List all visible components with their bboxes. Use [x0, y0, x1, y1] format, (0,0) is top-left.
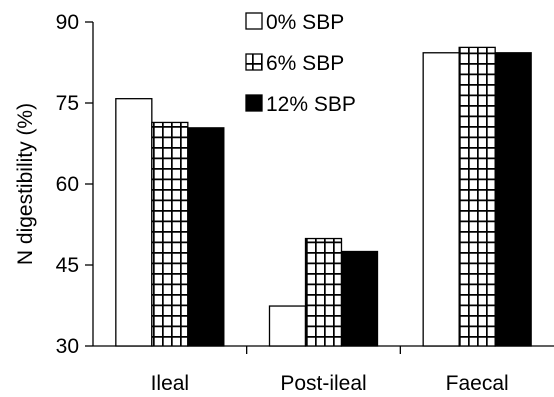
y-tick-label: 60	[56, 173, 79, 196]
legend-swatch	[245, 94, 263, 112]
y-tick-label: 75	[56, 92, 79, 115]
legend-label: 0% SBP	[266, 11, 344, 34]
legend-label: 12% SBP	[266, 93, 356, 116]
bar	[340, 250, 379, 347]
legend-swatch	[245, 12, 263, 30]
bars	[115, 46, 532, 347]
y-ticks: 30 45 60 75 90	[56, 11, 93, 358]
category-label: Post-ileal	[280, 372, 366, 395]
category-labels: Ileal Post-ileal Faecal	[151, 346, 509, 395]
y-tick-label: 45	[56, 254, 79, 277]
legend-swatch	[245, 53, 263, 71]
legend-label: 6% SBP	[266, 52, 344, 75]
y-axis-title: N digestibility (%)	[14, 103, 37, 265]
category-label: Ileal	[151, 372, 190, 395]
bar	[187, 127, 225, 347]
y-tick-label: 30	[56, 335, 79, 358]
bar	[494, 52, 532, 347]
bar	[151, 121, 189, 347]
legend: 0% SBP 6% SBP 12% SBP	[245, 11, 356, 116]
bar	[458, 46, 496, 347]
category-label: Faecal	[446, 372, 509, 395]
bar	[304, 237, 343, 347]
bar	[115, 98, 153, 347]
bar	[422, 52, 460, 347]
y-tick-label: 90	[56, 11, 79, 34]
bar	[268, 305, 307, 347]
